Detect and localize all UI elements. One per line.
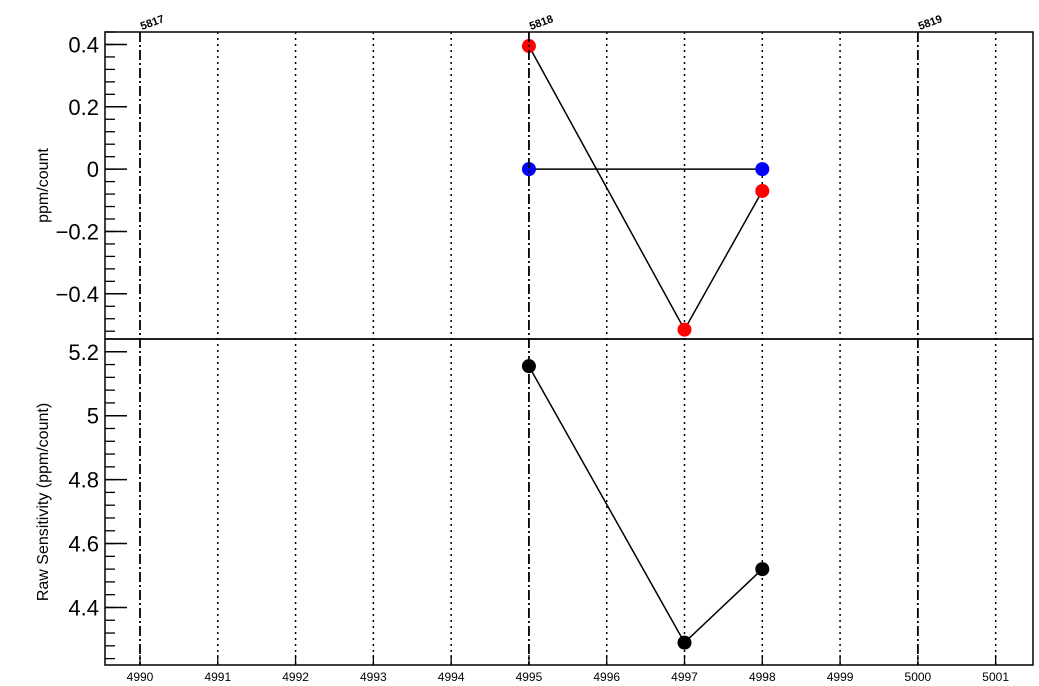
- x-tick-label: 4998: [749, 670, 776, 684]
- data-point: [755, 162, 769, 176]
- y-tick-label: 5: [87, 404, 99, 429]
- y-tick-label: 0: [87, 157, 99, 182]
- x-tick-label: 4995: [516, 670, 543, 684]
- x-tick-label: 4991: [204, 670, 231, 684]
- x-tick-label: 4997: [671, 670, 698, 684]
- y-tick-label: −0.2: [56, 219, 99, 244]
- data-point: [755, 184, 769, 198]
- x-tick-label: 4990: [127, 670, 154, 684]
- x-tick-label: 5000: [905, 670, 932, 684]
- data-point: [755, 562, 769, 576]
- x-tick-label: 4996: [593, 670, 620, 684]
- y-tick-label: 5.2: [68, 340, 99, 365]
- y-tick-label: 4.8: [68, 468, 99, 493]
- data-point: [678, 636, 692, 650]
- x-tick-label: 4992: [282, 670, 309, 684]
- y-tick-label: 0.4: [68, 32, 99, 57]
- y-tick-label: −0.4: [56, 282, 99, 307]
- data-point: [678, 323, 692, 337]
- x-tick-label: 5001: [982, 670, 1009, 684]
- y-tick-label: 0.2: [68, 95, 99, 120]
- x-tick-label: 4993: [360, 670, 387, 684]
- y-tick-label: 4.6: [68, 532, 99, 557]
- y-tick-label: 4.4: [68, 595, 99, 620]
- x-tick-label: 4994: [438, 670, 465, 684]
- y-axis-label-top: ppm/count: [35, 148, 52, 223]
- y-axis-label-bottom: Raw Sensitivity (ppm/count): [35, 403, 52, 601]
- x-tick-label: 4999: [827, 670, 854, 684]
